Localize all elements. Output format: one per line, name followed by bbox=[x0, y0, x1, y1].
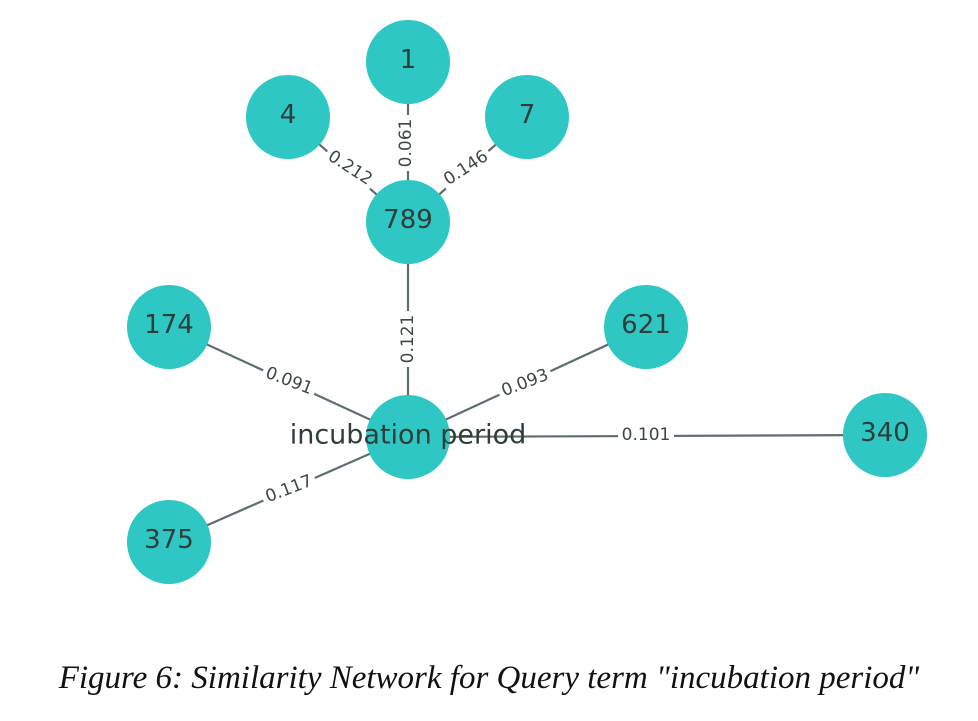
node-circle bbox=[366, 180, 450, 264]
edge-weight-incubation-period-174: 0.091 bbox=[259, 361, 319, 401]
edge-weight-incubation-period-340: 0.101 bbox=[618, 425, 674, 445]
edge-weight-incubation-period-375: 0.117 bbox=[259, 469, 319, 509]
node-7 bbox=[485, 75, 569, 159]
edge-weight-background bbox=[396, 115, 416, 171]
edge-weight-background bbox=[398, 311, 418, 367]
edge-weight-label: 0.101 bbox=[622, 425, 671, 445]
node-label-4: 4 bbox=[280, 100, 297, 130]
edge-weight-789-1: 0.061 bbox=[396, 115, 416, 171]
edge-weight-background bbox=[437, 144, 495, 192]
node-174 bbox=[127, 285, 211, 369]
node-375 bbox=[127, 500, 211, 584]
node-label-7: 7 bbox=[519, 100, 536, 130]
node-circle bbox=[366, 20, 450, 104]
edge-weight-label: 0.121 bbox=[398, 315, 418, 364]
node-circle bbox=[127, 285, 211, 369]
node-label-1: 1 bbox=[400, 45, 417, 75]
edge-weight-background bbox=[259, 469, 319, 509]
node-621 bbox=[604, 285, 688, 369]
node-circle bbox=[843, 393, 927, 477]
similarity-network-graph: 0.061 0.212 0.146 0.121 0.091 0.093 0.101 0.117… bbox=[127, 20, 927, 584]
figure-caption: Figure 6: Similarity Network for Query t… bbox=[58, 660, 920, 696]
node-label-incubation-period: incubation period bbox=[290, 420, 527, 451]
edge-weight-incubation-period-621: 0.093 bbox=[495, 363, 555, 403]
edge-weight-label: 0.091 bbox=[263, 363, 316, 399]
edge-weight-label: 0.146 bbox=[440, 146, 492, 189]
node-incubation-period bbox=[366, 395, 450, 479]
node-label-789: 789 bbox=[383, 205, 433, 235]
node-label-375: 375 bbox=[144, 525, 194, 555]
edge-weight-background bbox=[495, 363, 555, 403]
node-label-174: 174 bbox=[144, 310, 194, 340]
node-1 bbox=[366, 20, 450, 104]
edge-weight-label: 0.117 bbox=[263, 471, 316, 507]
node-circle bbox=[485, 75, 569, 159]
node-circle bbox=[604, 285, 688, 369]
edge-weight-background bbox=[618, 425, 674, 445]
node-label-621: 621 bbox=[621, 310, 671, 340]
nodes-layer: incubation period 789 1 4 7 174 621 340 375 bbox=[127, 20, 927, 584]
node-340 bbox=[843, 393, 927, 477]
edge-weight-incubation-period-789: 0.121 bbox=[398, 311, 418, 367]
edge-weight-789-7: 0.146 bbox=[437, 144, 495, 192]
node-label-340: 340 bbox=[860, 418, 910, 448]
node-4 bbox=[246, 75, 330, 159]
node-circle bbox=[127, 500, 211, 584]
edge-weight-label: 0.061 bbox=[396, 119, 416, 168]
edge-weight-background bbox=[259, 361, 319, 401]
node-circle bbox=[246, 75, 330, 159]
node-circle bbox=[366, 395, 450, 479]
edge-weight-background bbox=[321, 144, 379, 192]
edge-weight-label: 0.093 bbox=[499, 365, 552, 401]
node-789 bbox=[366, 180, 450, 264]
edge-weight-label: 0.212 bbox=[324, 146, 376, 189]
edge-weight-789-4: 0.212 bbox=[321, 144, 379, 192]
